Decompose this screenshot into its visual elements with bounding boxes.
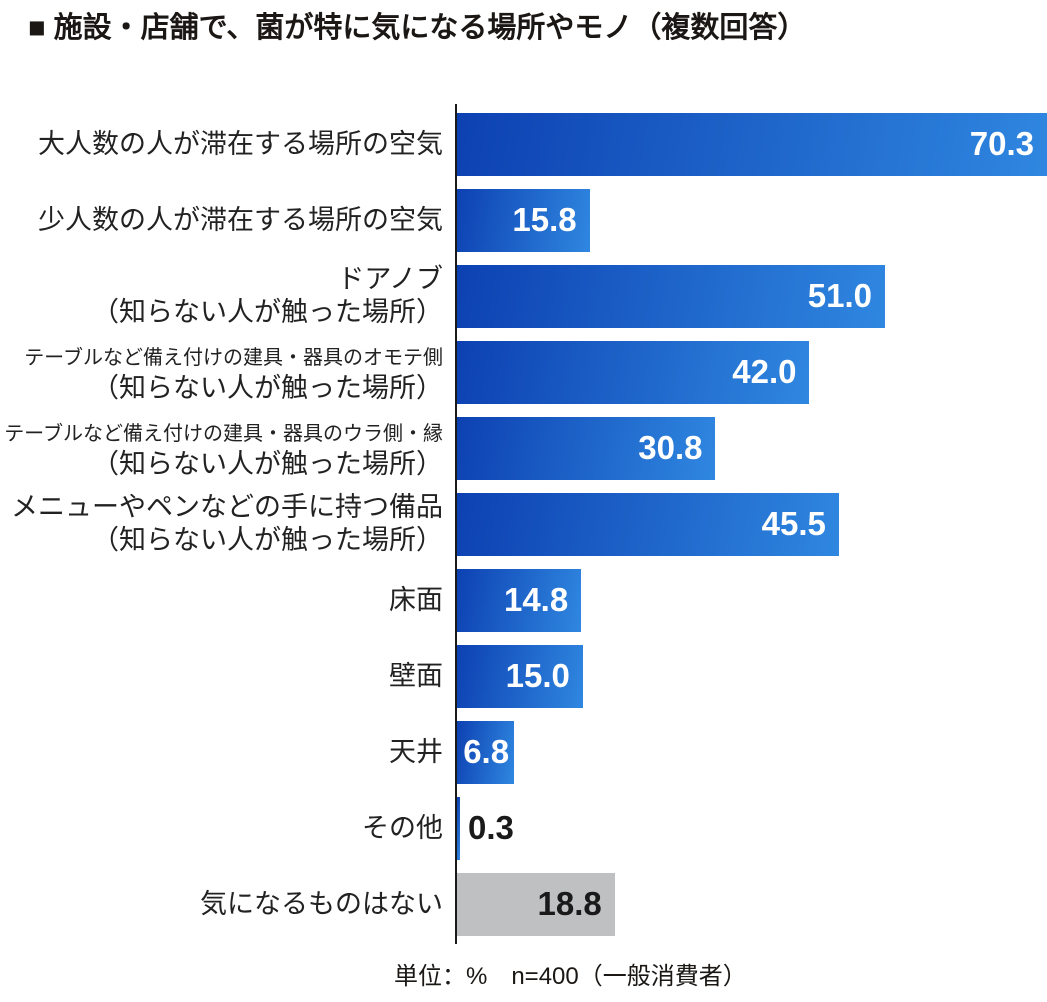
chart-footnote: 単位：% n=400（一般消費者） — [394, 963, 747, 990]
category-label: メニューやペンなどの手に持つ備品 （知らない人が触った場所） — [0, 491, 455, 557]
category-label-line: その他 — [362, 812, 443, 843]
bar-track: 51.0 — [455, 264, 1047, 328]
bar-row: 床面 14.8 — [0, 562, 1047, 638]
bar — [457, 796, 460, 860]
category-label-line: （知らない人が触った場所） — [92, 525, 443, 555]
category-label: その他 — [0, 812, 455, 845]
bar-value: 18.8 — [537, 885, 602, 922]
bar: 42.0 — [457, 340, 810, 404]
bar-value: 15.8 — [512, 201, 577, 238]
bar-track: 14.8 — [455, 568, 1047, 632]
category-label-line: テーブルなど備え付けの建具・器具のオモテ側 — [24, 347, 443, 370]
bar-track: 15.8 — [455, 188, 1047, 252]
bar-track: 30.8 — [455, 416, 1047, 480]
category-label: テーブルなど備え付けの建具・器具のオモテ側 （知らない人が触った場所） — [0, 339, 455, 405]
bar-rows: 大人数の人が滞在する場所の空気 70.3 少人数の人が滞在する場所の空気 15.… — [0, 106, 1047, 942]
bar-value: 0.3 — [468, 809, 514, 846]
bar-row: ドアノブ （知らない人が触った場所） 51.0 — [0, 258, 1047, 334]
bar: 51.0 — [457, 264, 886, 328]
bar-value: 42.0 — [732, 353, 797, 390]
category-label-line: （知らない人が触った場所） — [92, 449, 443, 479]
category-label: ドアノブ （知らない人が触った場所） — [0, 263, 455, 329]
category-label: 大人数の人が滞在する場所の空気 — [0, 128, 455, 161]
bar-value: 70.3 — [969, 125, 1034, 162]
bar-track: 42.0 — [455, 340, 1047, 404]
bar-value: 6.8 — [463, 733, 510, 770]
category-label-line: 壁面 — [389, 660, 443, 691]
category-label-line: 大人数の人が滞在する場所の空気 — [38, 128, 443, 159]
bar: 30.8 — [457, 416, 716, 480]
bar: 70.3 — [457, 112, 1047, 176]
chart-title: ■ 施設・店舗で、菌が特に気になる場所やモノ（複数回答） — [28, 12, 807, 44]
bar: 15.8 — [457, 188, 590, 252]
bar-row: 少人数の人が滞在する場所の空気 15.8 — [0, 182, 1047, 258]
bar-track: 6.8 — [455, 720, 1047, 784]
bar-row: 気になるものはない 18.8 — [0, 866, 1047, 942]
category-label-line: 天井 — [389, 736, 443, 767]
bar: 15.0 — [457, 644, 583, 708]
category-label-line: 少人数の人が滞在する場所の空気 — [38, 204, 443, 235]
category-label-line: 気になるものはない — [200, 888, 443, 919]
bar-value: 45.5 — [761, 505, 826, 542]
category-label: テーブルなど備え付けの建具・器具のウラ側・縁 （知らない人が触った場所） — [0, 415, 455, 481]
bar-value: 15.0 — [505, 657, 570, 694]
category-label: 少人数の人が滞在する場所の空気 — [0, 204, 455, 237]
bar-row: テーブルなど備え付けの建具・器具のオモテ側 （知らない人が触った場所） 42.0 — [0, 334, 1047, 410]
bar-value: 51.0 — [807, 277, 873, 314]
bar-track: 0.3 — [455, 796, 1047, 860]
category-label-line: （知らない人が触った場所） — [92, 297, 443, 327]
category-label: 床面 — [0, 584, 455, 617]
bar-value: 30.8 — [638, 429, 703, 466]
category-label: 壁面 — [0, 660, 455, 693]
y-axis-line — [455, 104, 457, 944]
bar-track: 18.8 — [455, 872, 1047, 936]
bar-track: 15.0 — [455, 644, 1047, 708]
category-label-line: ドアノブ — [337, 264, 443, 295]
bar-value: 14.8 — [503, 581, 569, 618]
bar: 6.8 — [457, 720, 515, 784]
category-label-line: 床面 — [389, 584, 443, 615]
category-label: 気になるものはない — [0, 888, 455, 921]
bar-track: 70.3 — [455, 112, 1047, 176]
bar: 18.8 — [457, 872, 615, 936]
bar: 45.5 — [457, 492, 839, 556]
bar-row: その他 0.3 — [0, 790, 1047, 866]
bar-row: 大人数の人が滞在する場所の空気 70.3 — [0, 106, 1047, 182]
bar-row: 天井 6.8 — [0, 714, 1047, 790]
bar-row: 壁面 15.0 — [0, 638, 1047, 714]
category-label-line: （知らない人が触った場所） — [92, 373, 443, 403]
category-label: 天井 — [0, 736, 455, 769]
bar-track: 45.5 — [455, 492, 1047, 556]
bar-row: テーブルなど備え付けの建具・器具のウラ側・縁 （知らない人が触った場所） 30.8 — [0, 410, 1047, 486]
bar-row: メニューやペンなどの手に持つ備品 （知らない人が触った場所） 45.5 — [0, 486, 1047, 562]
category-label-line: メニューやペンなどの手に持つ備品 — [11, 492, 443, 523]
category-label-line: テーブルなど備え付けの建具・器具のウラ側・縁 — [4, 423, 443, 446]
bar: 14.8 — [457, 568, 582, 632]
